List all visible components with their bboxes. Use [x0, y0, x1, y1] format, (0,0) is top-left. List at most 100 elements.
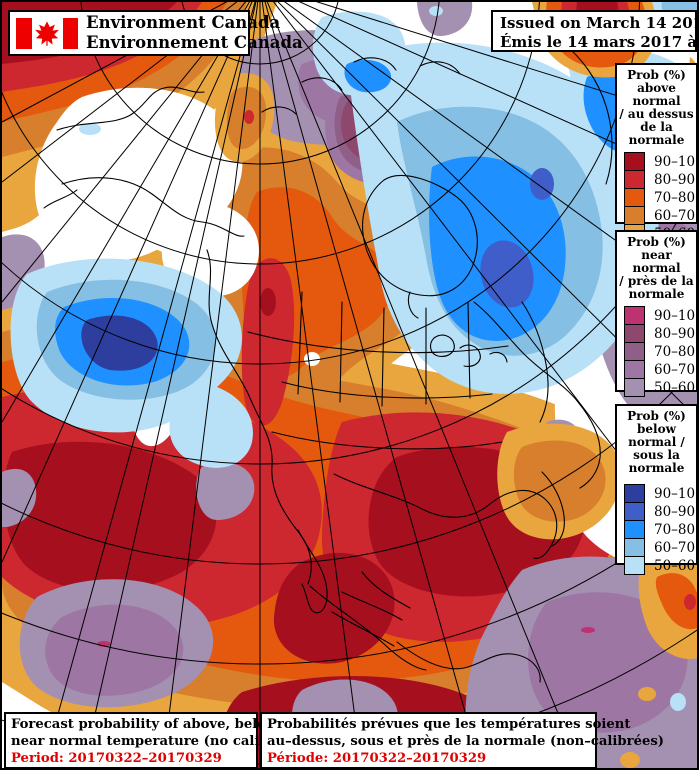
legend-entry: 90–100 — [624, 306, 697, 325]
probability-field-below-normal — [10, 2, 697, 711]
map-feature — [35, 21, 59, 46]
legend-color-swatch — [624, 152, 645, 171]
legend-range-label: 90–100 — [654, 153, 699, 170]
canada-flag-icon — [16, 17, 78, 49]
map-feature — [396, 641, 541, 683]
legend-color-swatch — [624, 188, 645, 207]
legend-range-label: 70–80 — [654, 521, 696, 538]
map-feature — [581, 627, 595, 633]
map-feature — [271, 381, 503, 450]
map-feature — [56, 86, 205, 131]
legend-entry: 50–60 — [624, 378, 696, 397]
issued-line-fr: Émis le 14 mars 2017 à 00Z — [500, 32, 698, 51]
legend-below-normal-title: Prob (%) below normal / sous la normale — [627, 409, 686, 475]
agency-name-en: Environment Canada — [86, 13, 281, 32]
map-feature — [45, 604, 184, 696]
legend-range-label: 50–60 — [654, 557, 696, 574]
map-feature — [429, 334, 455, 357]
issued-date-box: Issued on March 14 2017 at 00Z Émis le 1… — [491, 10, 697, 52]
map-feature — [79, 123, 101, 135]
legend-entry: 60–70 — [624, 538, 696, 557]
caption-en-line2: near normal temperature (no calibration) — [11, 734, 320, 749]
map-feature — [684, 594, 696, 610]
legend-color-swatch — [624, 502, 645, 521]
map-feature — [344, 59, 392, 93]
legend-range-label: 90–100 — [654, 485, 699, 502]
footer-caption-en: Forecast probability of above, below and… — [4, 712, 320, 768]
map-feature — [620, 752, 640, 768]
maple-leaf-icon — [35, 21, 59, 46]
map-feature — [429, 6, 443, 16]
legend-entry: 70–80 — [624, 188, 696, 207]
legend-color-swatch — [624, 520, 645, 539]
agency-name: Environment Canada Environnement Canada — [86, 13, 303, 53]
agency-name-fr: Environnement Canada — [86, 33, 303, 52]
legend-color-swatch — [624, 170, 645, 189]
map-feature — [61, 177, 245, 237]
legend-entry: 50–60 — [624, 556, 696, 575]
legend-color-swatch — [624, 378, 645, 397]
legend-color-swatch — [624, 342, 645, 361]
map-feature — [309, 585, 427, 671]
map-feature — [473, 301, 601, 489]
legend-color-swatch — [624, 206, 645, 225]
legend-near-normal: Prob (%) near normal / près de la normal… — [615, 230, 697, 397]
caption-fr-line2: au–dessus, sous et près de la normale (n… — [267, 734, 665, 749]
legend-range-label: 60–70 — [654, 361, 696, 378]
map-feature — [2, 2, 250, 423]
legend-entry: 60–70 — [624, 206, 696, 225]
map-feature — [3, 441, 217, 592]
map-feature — [161, 2, 259, 768]
map-feature — [43, 189, 78, 209]
legend-color-swatch — [624, 538, 645, 557]
map-feature — [42, 2, 256, 768]
map-feature — [530, 168, 554, 200]
map-feature — [261, 57, 461, 115]
map-feature — [247, 331, 509, 354]
footer-caption-fr: Probabilités prévues que les température… — [260, 712, 665, 768]
legend-entry: 80–90 — [624, 324, 696, 343]
map-feature — [2, 2, 253, 563]
map-feature — [541, 471, 565, 547]
map-feature — [638, 687, 656, 701]
map-feature — [489, 351, 508, 363]
legend-entry: 90–100 — [624, 152, 699, 171]
legend-color-swatch — [624, 556, 645, 575]
legend-range-label: 60–70 — [654, 539, 696, 556]
issued-line-en: Issued on March 14 2017 at 00Z — [500, 14, 697, 32]
legend-entry: 70–80 — [624, 520, 696, 539]
map-feature — [34, 87, 259, 297]
map-feature — [82, 2, 257, 768]
caption-fr-line1: Probabilités prévues que les température… — [267, 717, 631, 732]
map-feature — [2, 2, 640, 365]
period-fr: Période: 20170322–20170329 — [267, 751, 487, 766]
legend-range-label: 50–60 — [654, 379, 696, 396]
legend-color-swatch — [624, 484, 645, 503]
legend-range-label: 70–80 — [654, 343, 696, 360]
map-feature — [80, 2, 440, 165]
map-feature — [261, 2, 362, 768]
map-feature — [196, 462, 255, 520]
map-feature — [393, 67, 435, 103]
map-feature — [655, 573, 697, 630]
legend-entry: 80–90 — [624, 170, 696, 189]
map-feature — [2, 504, 697, 665]
legend-entry: 80–90 — [624, 502, 696, 521]
coastline-borders — [43, 41, 613, 683]
map-feature — [264, 2, 482, 768]
map-feature — [2, 181, 697, 465]
map-feature — [2, 364, 697, 565]
legend-below-normal: Prob (%) below normal / sous la normale … — [615, 404, 699, 575]
legend-entry: 70–80 — [624, 342, 696, 361]
legend-above-normal-title: Prob (%) above normal / au dessus de la … — [619, 68, 694, 147]
legend-near-normal-title: Prob (%) near normal / près de la normal… — [619, 235, 694, 301]
map-feature — [2, 2, 540, 265]
map-feature — [297, 291, 471, 407]
map-feature — [521, 301, 549, 423]
legend-above-normal: Prob (%) above normal / au dessus de la … — [615, 63, 699, 243]
map-feature — [266, 2, 581, 768]
map-feature — [331, 571, 411, 647]
map-feature — [333, 473, 558, 559]
